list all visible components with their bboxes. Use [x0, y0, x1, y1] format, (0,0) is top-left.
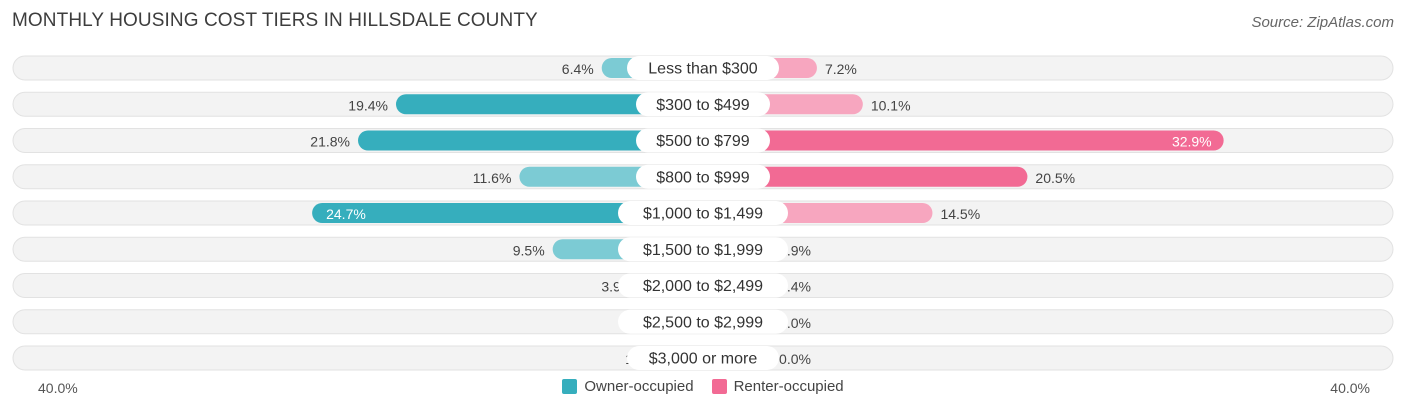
category-label-bg: [627, 56, 779, 80]
renter-value-label: 0.0%: [779, 351, 811, 367]
legend-owner: Owner-occupied: [562, 378, 694, 395]
category-label-bg: [618, 237, 788, 262]
owner-value-label: 9.5%: [513, 242, 545, 258]
axis-right-label: 40.0%: [1330, 380, 1370, 396]
category-label: $3,000 or more: [649, 351, 758, 368]
legend: Owner-occupied Renter-occupied: [0, 378, 1406, 395]
category-label-bg: [618, 201, 788, 225]
legend-renter: Renter-occupied: [711, 378, 844, 395]
category-label-bg: [636, 164, 770, 189]
category-label: Less than $300: [648, 61, 758, 78]
renter-value-label: 7.2%: [825, 61, 857, 77]
legend-renter-label: Renter-occupied: [733, 378, 844, 395]
owner-value-label: 11.6%: [473, 170, 512, 186]
category-label: $1,000 to $1,499: [643, 206, 763, 223]
renter-bar: [703, 166, 1028, 187]
category-label: $300 to $499: [656, 97, 750, 114]
renter-value-label: 10.1%: [871, 97, 911, 113]
chart-title: MONTHLY HOUSING COST TIERS IN HILLSDALE …: [12, 10, 538, 31]
category-label-bg: [636, 128, 770, 153]
owner-bar: [358, 130, 703, 151]
renter-value-label: 32.9%: [1172, 134, 1212, 150]
source-note: Source: ZipAtlas.com: [1251, 14, 1394, 31]
owner-value-label: 6.4%: [562, 61, 594, 77]
owner-bar: [395, 94, 703, 115]
owner-bar: [312, 203, 703, 223]
category-label-bg: [636, 92, 770, 117]
category-label-bg: [627, 346, 779, 370]
category-label: $2,000 to $2,499: [643, 278, 763, 295]
category-label: $2,500 to $2,999: [643, 314, 763, 331]
category-label: $500 to $799: [656, 133, 750, 150]
owner-value-label: 24.7%: [326, 206, 366, 222]
renter-value-label: 20.5%: [1035, 170, 1075, 186]
renter-bar: [703, 130, 1224, 151]
owner-value-label: 21.8%: [310, 134, 350, 150]
category-label-bg: [618, 309, 788, 334]
legend-renter-swatch: [711, 379, 727, 394]
category-label: $1,500 to $1,999: [643, 242, 763, 259]
legend-owner-swatch: [562, 379, 578, 394]
legend-owner-label: Owner-occupied: [584, 378, 694, 395]
category-label-bg: [618, 273, 788, 298]
chart-svg: 6.4% 7.2% Less than $300 19.4% 10.1% $300 to …: [12, 55, 1394, 371]
owner-value-label: 19.4%: [348, 97, 388, 113]
axis-left-label: 40.0%: [38, 380, 78, 396]
category-label: $800 to $999: [656, 169, 750, 186]
renter-value-label: 14.5%: [940, 206, 980, 222]
